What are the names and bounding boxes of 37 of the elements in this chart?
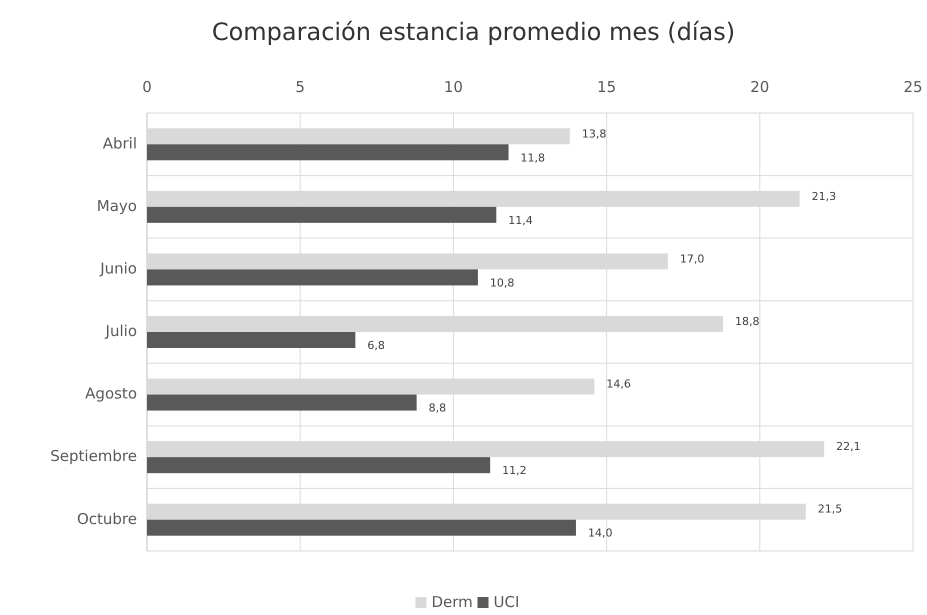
data-label: 11,2 [502,464,527,478]
y-tick-label: Julio [104,322,137,340]
y-tick-label: Agosto [85,384,137,403]
data-label: 21,5 [818,502,842,516]
y-tick-label: Octubre [76,510,137,528]
data-label: 18,8 [735,315,760,328]
data-label: 14,0 [588,526,612,540]
x-tick-label: 20 [750,78,770,96]
bar [147,269,478,286]
bar [147,144,509,160]
bar [147,206,496,223]
y-tick-label: Mayo [96,196,137,215]
y-tick-label: Septiembre [50,447,137,466]
chart-title: Comparación estancia promedio mes (días) [212,18,736,46]
bar [147,332,356,348]
legend-label: Derm [432,593,473,612]
data-label: 6,8 [367,339,385,352]
data-label: 11,8 [520,151,546,164]
y-tick-label: Junio [99,260,137,278]
data-label: 11,4 [508,214,533,227]
data-label: 8,8 [428,402,446,415]
x-tick-label: 5 [295,78,305,96]
data-label: 21,3 [812,190,836,203]
data-label: 13,8 [582,127,606,140]
bar [147,457,490,474]
x-tick-label: 15 [597,78,616,96]
y-tick-label: Abril [102,134,137,152]
bar [147,394,417,411]
data-label: 22,1 [836,440,861,454]
legend-label: UCI [494,593,520,612]
x-tick-label: 25 [903,78,923,96]
x-tick-label: 0 [142,78,152,96]
bar [147,520,576,536]
data-label: 17,0 [680,252,704,266]
data-label: 10,8 [490,276,514,290]
data-label: 14,6 [606,378,631,391]
x-tick-label: 10 [444,78,463,96]
